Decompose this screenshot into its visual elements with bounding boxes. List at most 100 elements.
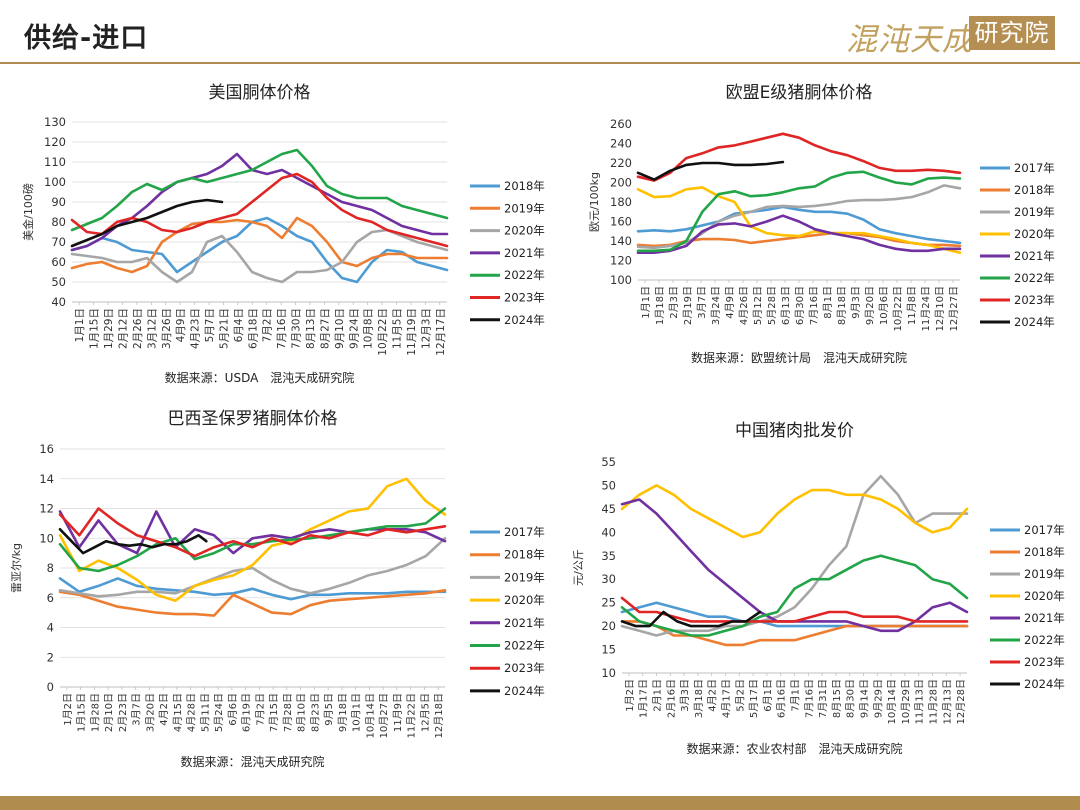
x-tick-label: 1月1日	[74, 308, 86, 342]
x-tick-label: 9月3日	[850, 286, 862, 319]
y-tick-label: 50	[51, 275, 66, 289]
x-tick-label: 7月2日	[254, 693, 266, 726]
x-tick-label: 4月17日	[721, 679, 733, 718]
legend-label: 2018年	[1014, 183, 1055, 197]
x-tick-label: 8月27日	[319, 308, 331, 349]
legend-label: 2017年	[1014, 161, 1055, 175]
chart-title: 巴西圣保罗猪胴体价格	[168, 409, 338, 429]
x-tick-label: 10月6日	[878, 286, 890, 325]
x-tick-label: 3月18日	[693, 679, 705, 718]
series-line	[58, 507, 447, 573]
x-tick-label: 7月31日	[817, 679, 829, 718]
y-tick-label: 55	[601, 455, 616, 469]
x-tick-label: 12月10日	[934, 286, 946, 331]
x-tick-label: 8月30日	[845, 679, 857, 718]
x-tick-label: 6月1日	[762, 679, 774, 712]
y-tick-label: 40	[51, 295, 66, 309]
x-tick-label: 5月21日	[218, 308, 230, 349]
legend-label: 2018年	[1024, 545, 1065, 559]
series-line	[636, 170, 962, 253]
y-tick-label: 30	[601, 572, 616, 586]
legend-label: 2020年	[1014, 227, 1055, 241]
y-tick-label: 90	[51, 195, 66, 209]
legend-label: 2021年	[504, 246, 545, 260]
x-tick-label: 6月18日	[247, 308, 259, 349]
x-tick-label: 5月11日	[199, 693, 211, 732]
x-tick-label: 7月30日	[291, 308, 303, 349]
series-line	[70, 216, 449, 274]
x-tick-label: 1月1日	[640, 286, 652, 319]
y-tick-label: 15	[601, 643, 616, 657]
y-tick-label: 60	[51, 255, 66, 269]
x-tick-label: 8月10日	[296, 693, 308, 732]
x-tick-label: 3月7日	[131, 693, 143, 726]
y-tick-label: 50	[601, 478, 616, 492]
header-divider	[0, 62, 1080, 64]
chart-title: 中国猪肉批发价	[735, 421, 854, 441]
legend-label: 2024年	[504, 313, 545, 327]
series-line	[636, 214, 962, 254]
x-tick-label: 4月9日	[724, 286, 736, 319]
x-tick-label: 9月24日	[348, 308, 360, 349]
series-line	[70, 228, 449, 284]
y-axis-label: 元/公斤	[572, 549, 585, 586]
y-tick-label: 160	[610, 215, 632, 229]
data-source-note: 数据来源：欧盟统计局 混沌天成研究院	[691, 350, 907, 365]
y-axis-label: 美金/100磅	[21, 183, 35, 241]
series-line	[620, 554, 969, 637]
y-tick-label: 40	[601, 525, 616, 539]
x-tick-label: 1月29日	[103, 308, 115, 349]
x-tick-label: 12月18日	[433, 693, 445, 738]
x-tick-label: 2月19日	[682, 286, 694, 325]
x-tick-label: 3月7日	[696, 286, 708, 319]
x-tick-label: 7月2日	[262, 308, 274, 342]
legend-label: 2017年	[504, 525, 545, 539]
x-tick-label: 4月28日	[186, 693, 198, 732]
legend-label: 2024年	[504, 684, 545, 698]
y-tick-label: 14	[39, 472, 54, 486]
y-tick-label: 20	[601, 619, 616, 633]
y-tick-label: 0	[47, 680, 54, 694]
x-tick-label: 11月13日	[914, 679, 926, 724]
series-line	[620, 620, 969, 647]
page-title: 供给-进口	[24, 23, 149, 54]
legend-label: 2020年	[1024, 589, 1065, 603]
legend-label: 2023年	[1024, 655, 1065, 669]
x-tick-label: 4月23日	[190, 308, 202, 349]
x-tick-label: 7月16日	[276, 308, 288, 349]
y-tick-label: 35	[601, 549, 616, 563]
y-tick-label: 4	[47, 621, 54, 635]
x-tick-label: 10月29日	[900, 679, 912, 724]
x-tick-label: 8月1日	[822, 286, 834, 319]
x-tick-label: 12月3日	[420, 308, 432, 349]
series-line	[58, 537, 447, 598]
series-line	[620, 596, 969, 623]
legend-label: 2019年	[504, 201, 545, 215]
x-tick-label: 3月3日	[679, 679, 691, 712]
legend-label: 2018年	[504, 179, 545, 193]
x-tick-label: 9月5日	[323, 693, 335, 726]
series-line	[70, 198, 224, 248]
x-tick-label: 10月8日	[363, 308, 375, 349]
y-tick-label: 130	[44, 115, 66, 129]
y-tick-label: 6	[47, 591, 54, 605]
x-tick-label: 11月9日	[392, 693, 404, 732]
x-tick-label: 3月20日	[144, 693, 156, 732]
y-tick-label: 80	[51, 215, 66, 229]
x-tick-label: 5月24日	[213, 693, 225, 732]
data-source-note: 数据来源：USDA 混沌天成研究院	[165, 370, 355, 385]
logo-box-text: 研究院	[969, 16, 1055, 50]
x-tick-label: 8月15日	[831, 679, 843, 718]
legend-label: 2022年	[1014, 271, 1055, 285]
chart-brazil-carcass-price: 巴西圣保罗猪胴体价格 0 2 4 6 8 10 12 14 16 1月2日 1月15日 1月28日 2月1…	[10, 409, 545, 769]
legend-label: 2022年	[504, 639, 545, 653]
y-tick-label: 240	[610, 137, 632, 151]
series-line	[636, 186, 962, 254]
y-tick-label: 12	[39, 502, 54, 516]
y-tick-label: 110	[44, 155, 66, 169]
x-tick-label: 6月4日	[233, 308, 245, 342]
legend-label: 2023年	[1014, 293, 1055, 307]
x-tick-label: 10月22日	[892, 286, 904, 331]
x-tick-label: 11月5日	[392, 308, 404, 349]
